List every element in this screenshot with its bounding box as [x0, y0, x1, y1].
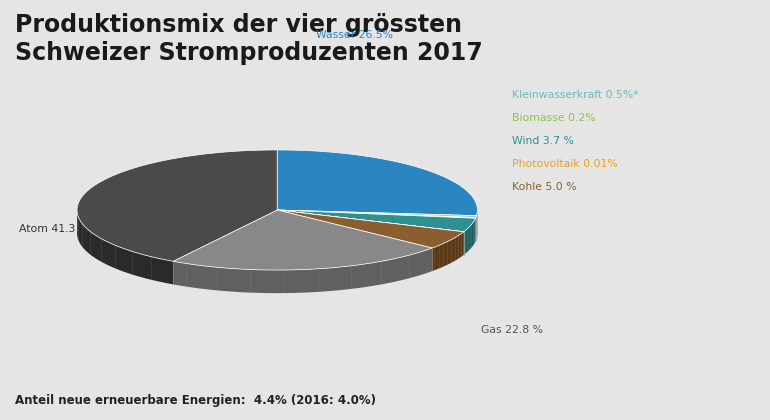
Polygon shape: [277, 210, 464, 248]
Text: Produktionsmix der vier grössten
Schweizer Stromproduzenten 2017: Produktionsmix der vier grössten Schweiz…: [15, 13, 483, 66]
Text: Atom 41.3 %: Atom 41.3 %: [19, 224, 89, 234]
Polygon shape: [173, 248, 432, 293]
Polygon shape: [277, 150, 477, 215]
Polygon shape: [277, 210, 477, 218]
Text: Kleinwasserkraft 0.5%*: Kleinwasserkraft 0.5%*: [512, 89, 638, 100]
Text: Biomasse 0.2%: Biomasse 0.2%: [512, 113, 596, 123]
Polygon shape: [277, 210, 464, 232]
Text: Photovoltaik 0.01%: Photovoltaik 0.01%: [512, 159, 618, 169]
Text: Kohle 5.0 %: Kohle 5.0 %: [512, 182, 577, 192]
Polygon shape: [277, 210, 476, 218]
Text: Gas 22.8 %: Gas 22.8 %: [481, 325, 544, 335]
Polygon shape: [277, 210, 476, 232]
Polygon shape: [77, 208, 173, 284]
Text: Wasser 26.5%: Wasser 26.5%: [316, 30, 393, 40]
Polygon shape: [464, 218, 476, 255]
Text: Wind 3.7 %: Wind 3.7 %: [512, 136, 574, 146]
Polygon shape: [432, 232, 464, 271]
Text: Anteil neue erneuerbare Energien:  4.4% (2016: 4.0%): Anteil neue erneuerbare Energien: 4.4% (…: [15, 394, 377, 407]
Polygon shape: [173, 210, 432, 270]
Polygon shape: [77, 150, 277, 261]
